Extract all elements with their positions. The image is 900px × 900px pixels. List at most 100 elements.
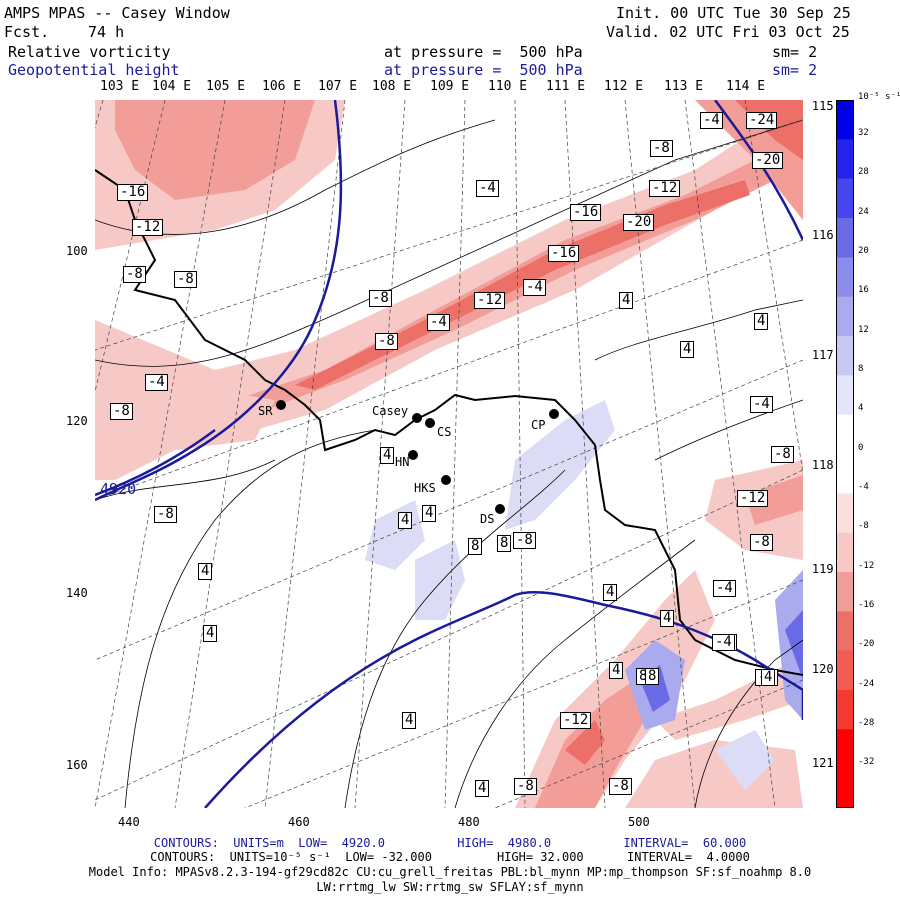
field1-name: Relative vorticity	[8, 43, 171, 61]
y-tick-label: 100	[66, 244, 88, 258]
vorticity-contour-label: -4	[145, 374, 168, 391]
colorbar-swatch	[836, 139, 854, 180]
colorbar-tick-label: 8	[858, 364, 864, 374]
colorbar-tick-label: -20	[858, 639, 875, 650]
model-title: AMPS MPAS -- Casey Window	[4, 4, 230, 22]
vorticity-contour-label: 4	[609, 662, 624, 679]
vorticity-contour-label: -20	[623, 214, 655, 231]
vorticity-contour-label: -20	[752, 152, 784, 169]
vorticity-contour-label: 4	[603, 584, 618, 601]
field1-level: at pressure = 500 hPa	[384, 43, 583, 61]
vorticity-map	[95, 100, 803, 808]
colorbar-tick-label: 16	[858, 285, 869, 296]
colorbar-tick-label: 32	[858, 128, 869, 138]
y-tick-label: 160	[66, 758, 88, 772]
colorbar-swatch	[836, 611, 854, 652]
vorticity-contour-label: 4	[754, 313, 769, 330]
vorticity-contour-label: 4	[680, 341, 695, 358]
footer-vorticity-contours: CONTOURS: UNITS=10⁻⁵ s⁻¹ LOW= -32.000 HI…	[150, 850, 750, 864]
colorbar-tick-label: -16	[858, 600, 875, 610]
vorticity-contour-lines	[95, 119, 803, 808]
colorbar-tick-label: -4	[858, 482, 869, 492]
colorbar-tick-label: -8	[858, 521, 869, 532]
vorticity-contour-label: 4	[660, 610, 675, 627]
station-label-cp: CP	[531, 418, 546, 432]
lat-lon-grid	[95, 100, 803, 808]
vorticity-contour-label: -4	[427, 314, 450, 331]
valid-time: Valid. 02 UTC Fri 03 Oct 25	[606, 23, 850, 41]
vorticity-contour-label: -12	[560, 712, 592, 729]
vorticity-contour-label: -8	[110, 403, 133, 420]
longitude-label: 104 E	[152, 79, 192, 94]
vorticity-contour-label: -8	[375, 333, 398, 350]
vorticity-contour-label: -16	[117, 184, 149, 201]
longitude-label: 108 E	[372, 79, 412, 94]
vorticity-contour-label: -8	[513, 532, 536, 549]
vorticity-contour-label: -8	[369, 290, 392, 307]
vorticity-contour-label: -4	[476, 180, 499, 197]
colorbar-swatch	[836, 100, 854, 140]
colorbar-swatch	[836, 729, 854, 770]
vorticity-contour-label: -8	[771, 446, 794, 463]
station-label-cs: CS	[437, 425, 452, 439]
colorbar-tick-label: 12	[858, 324, 869, 335]
vorticity-contour-label: 8	[468, 538, 483, 555]
field1-smoothing: sm= 2	[772, 43, 818, 61]
longitude-label: 103 E	[100, 79, 140, 94]
vorticity-contour-label: 4	[619, 292, 634, 309]
colorbar-swatch	[836, 454, 854, 494]
vorticity-contour-label: -24	[746, 112, 778, 129]
colorbar-swatch	[836, 178, 854, 219]
colorbar-swatch	[836, 532, 854, 573]
colorbar-swatch	[836, 296, 854, 337]
colorbar-tick-label: 4	[858, 403, 864, 414]
colorbar-tick-label: -24	[858, 678, 875, 689]
vorticity-contour-label: -4	[523, 279, 546, 296]
vorticity-contour-label: 8	[645, 668, 660, 685]
vorticity-contour-label: -12	[649, 180, 681, 197]
station-label-hks: HKS	[414, 481, 436, 495]
vorticity-contour-label: -8	[609, 778, 632, 795]
longitude-label: 109 E	[430, 79, 470, 94]
station-label-hn: HN	[395, 455, 410, 469]
colorbar-swatch	[836, 650, 854, 691]
longitude-label: 106 E	[262, 79, 302, 94]
longitude-label: 113 E	[664, 79, 704, 94]
x-tick-label: 440	[118, 815, 140, 829]
vorticity-contour-label: 4	[761, 669, 776, 686]
vorticity-contour-label: 4	[198, 563, 213, 580]
x-tick-label: 500	[628, 815, 650, 829]
station-label-casey: Casey	[372, 404, 409, 418]
station-label-ds: DS	[480, 512, 495, 526]
field2-level: at pressure = 500 hPa	[384, 61, 583, 79]
colorbar-tick-label: -28	[858, 718, 875, 728]
x-tick-label: 460	[288, 815, 310, 829]
colorbar-swatch	[836, 768, 854, 808]
longitude-label: 112 E	[604, 79, 644, 94]
vorticity-contour-label: -4	[750, 396, 773, 413]
colorbar-tick-label: -12	[858, 560, 875, 571]
vorticity-contour-label: 8	[497, 535, 512, 552]
footer-height-contours: CONTOURS: UNITS=m LOW= 4920.0 HIGH= 4980…	[153, 836, 747, 850]
colorbar-tick-label: 28	[858, 167, 869, 178]
vorticity-contour-label: -16	[548, 245, 580, 262]
vorticity-contour-label: 4	[203, 625, 218, 642]
colorbar-tick-label: -32	[858, 757, 875, 768]
longitude-label: 110 E	[488, 79, 528, 94]
colorbar-tick-label: 20	[858, 246, 869, 256]
colorbar-swatch	[836, 493, 854, 534]
colorbar-swatch	[836, 257, 854, 298]
longitude-label: 111 E	[546, 79, 586, 94]
y-tick-label: 120	[66, 414, 88, 428]
vorticity-contour-label: -8	[650, 140, 673, 157]
forecast-hour: 74 h	[88, 23, 125, 41]
colorbar-swatch	[836, 414, 854, 455]
footer-model-info: Model Info: MPASv8.2.3-194-gf29cd82c CU:…	[88, 865, 812, 879]
forecast-label: Fcst.	[4, 23, 50, 41]
vorticity-contour-label: -8	[514, 778, 537, 795]
x-tick-label: 480	[458, 815, 480, 829]
colorbar-swatch	[836, 690, 854, 730]
vorticity-contour-label: 4	[475, 780, 490, 797]
vorticity-contour-label: -4	[712, 634, 735, 651]
vorticity-contour-label: -12	[132, 219, 164, 236]
